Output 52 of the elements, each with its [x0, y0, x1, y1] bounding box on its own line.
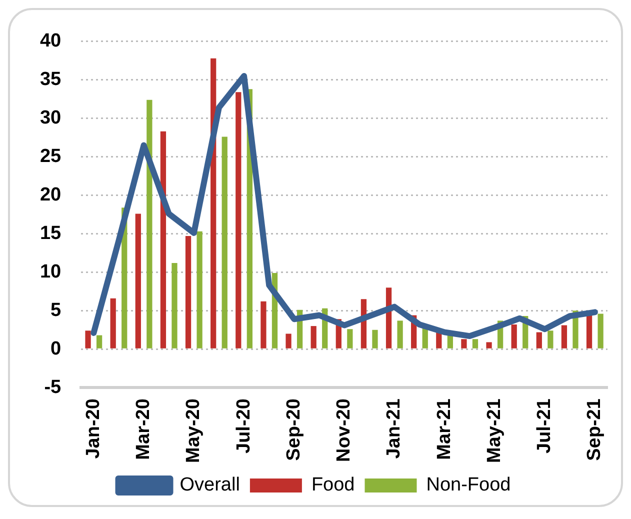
bar — [461, 339, 467, 348]
bar — [422, 328, 428, 348]
x-tick-label: May-21 — [484, 398, 505, 463]
bar — [222, 136, 228, 348]
bar — [172, 262, 178, 348]
bar — [110, 298, 116, 348]
bar — [511, 324, 517, 348]
bar — [347, 329, 353, 348]
y-tick-label: 30 — [40, 108, 62, 129]
x-tick-label: Jul-21 — [534, 398, 556, 454]
y-tick-label: 25 — [40, 146, 62, 168]
x-tick-label: Jan-20 — [82, 398, 104, 459]
y-tick-label: -5 — [44, 376, 62, 398]
y-tick-label: 35 — [40, 69, 62, 90]
x-tick-label: Sep-20 — [283, 398, 304, 461]
y-tick-label: 0 — [50, 338, 62, 360]
bar — [96, 335, 102, 348]
y-tick-label: 20 — [40, 184, 62, 206]
y-tick-label: 15 — [40, 222, 62, 244]
y-tick-label: 5 — [50, 300, 62, 321]
y-tick-label: 40 — [40, 30, 62, 52]
bar — [372, 330, 378, 348]
bar — [536, 332, 542, 348]
bar — [586, 315, 592, 348]
bar — [472, 339, 478, 348]
bar — [185, 236, 192, 348]
bar — [486, 342, 492, 348]
x-tick-label: Jul-20 — [233, 398, 254, 454]
x-tick-label: Jan-21 — [384, 398, 405, 459]
legend-label: Non-Food — [426, 474, 511, 496]
x-tick-label: Nov-20 — [334, 398, 355, 462]
x-tick-label: May-20 — [183, 398, 204, 463]
bar — [548, 330, 554, 348]
bar — [135, 214, 141, 348]
bar — [598, 314, 604, 348]
bar — [310, 326, 316, 348]
legend-label: Overall — [180, 474, 240, 496]
bar — [260, 301, 266, 348]
legend-label: Food — [311, 474, 355, 496]
bar — [286, 334, 292, 348]
bar — [160, 131, 166, 348]
bar — [561, 325, 568, 348]
bar — [196, 231, 202, 348]
bar — [436, 332, 442, 348]
bar — [85, 330, 91, 348]
y-tick-label: 10 — [40, 261, 62, 282]
bar — [146, 100, 152, 348]
x-tick-label: Sep-21 — [584, 398, 606, 461]
x-tick-label: Mar-21 — [434, 398, 455, 460]
x-tick-label: Mar-20 — [133, 398, 154, 460]
bar — [397, 320, 403, 348]
bar — [236, 92, 242, 348]
